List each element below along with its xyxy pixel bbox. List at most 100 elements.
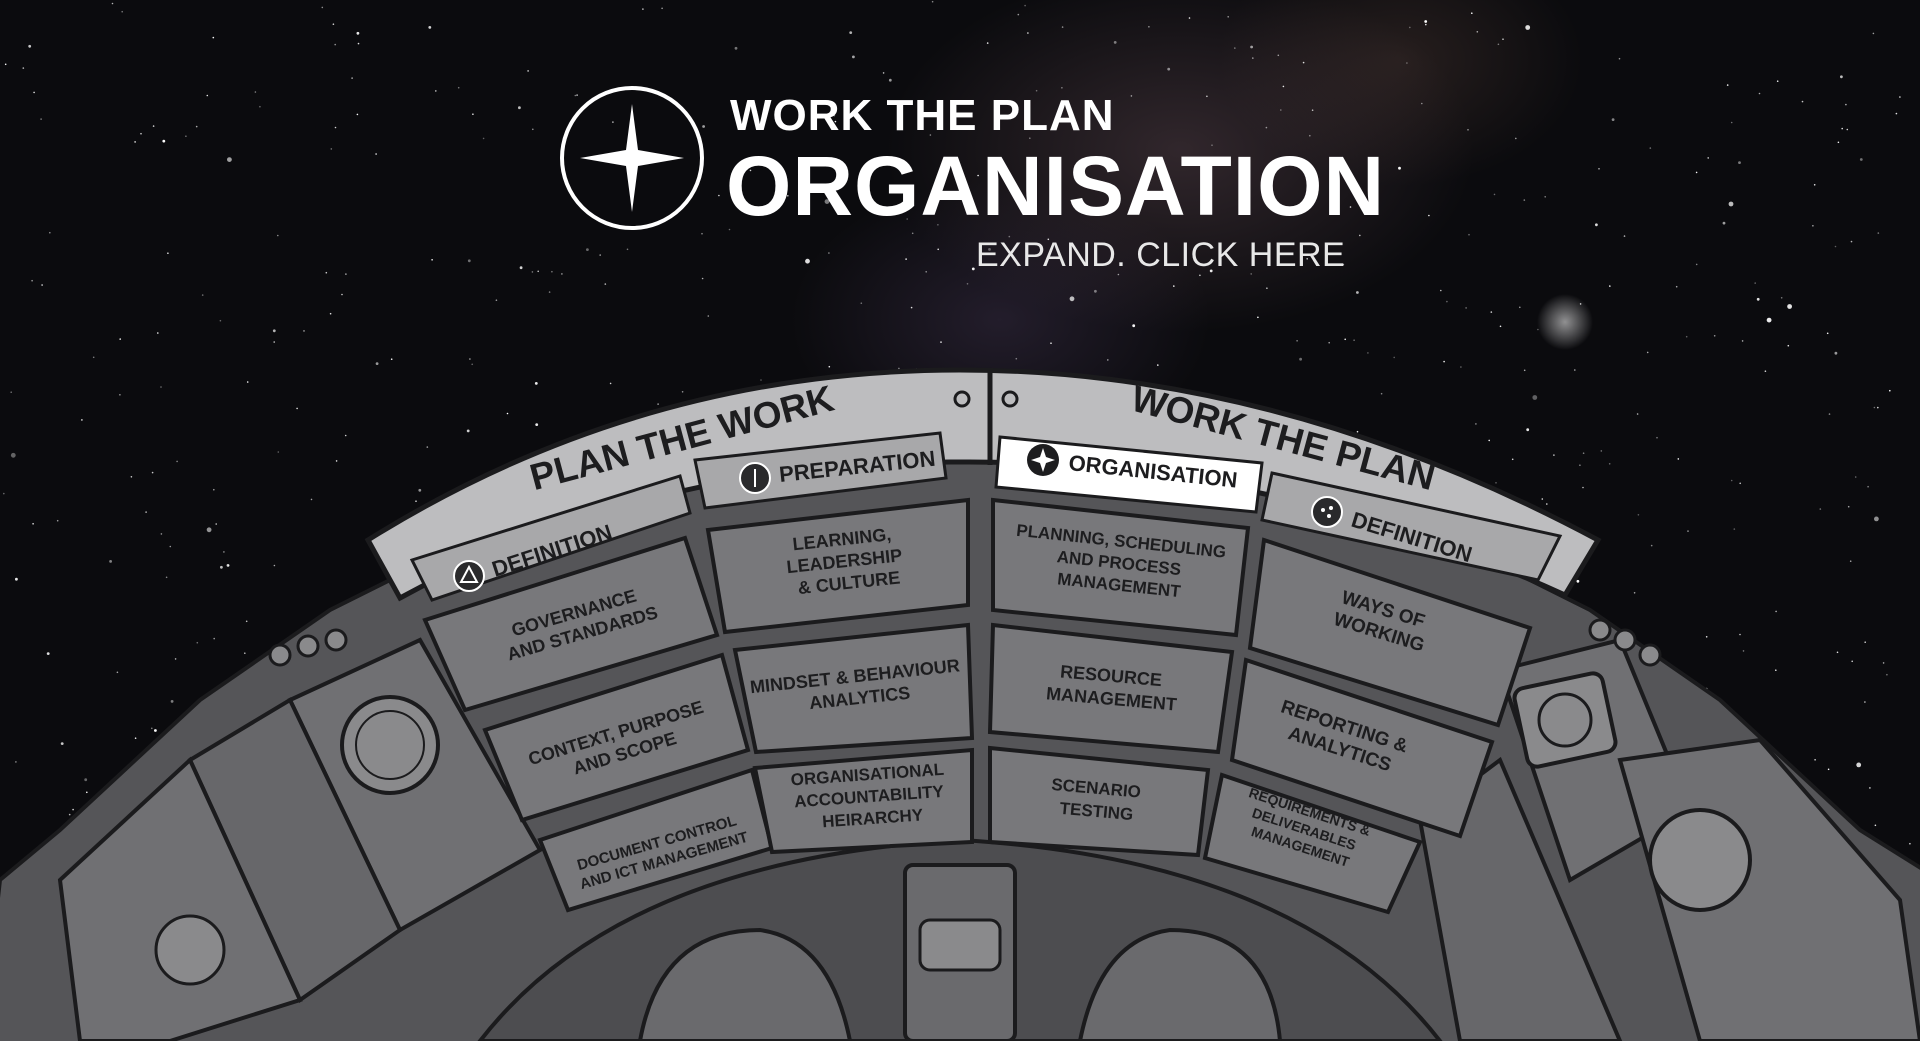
star-dot: [134, 141, 136, 143]
star-dot: [1582, 486, 1584, 489]
star-dot: [151, 727, 153, 730]
star-dot: [1827, 768, 1830, 771]
star-dot: [277, 234, 279, 237]
star-dot: [1015, 357, 1018, 360]
plate-context[interactable]: CONTEXT, PURPOSE AND SCOPE: [482, 652, 751, 823]
star-dot: [245, 620, 248, 623]
star-dot: [1872, 32, 1875, 35]
star-dot: [471, 363, 474, 366]
star-dot: [1546, 503, 1548, 505]
plate-governance[interactable]: GOVERNANCE AND STANDARDS: [422, 535, 720, 713]
star-dot: [1471, 12, 1473, 14]
dots-icon: [1311, 496, 1343, 528]
star-dot: [1856, 762, 1862, 768]
star-dot: [977, 174, 979, 177]
star-dot: [332, 23, 335, 26]
star-dot: [1467, 129, 1469, 131]
star-dot: [196, 641, 199, 644]
star-dot: [1206, 95, 1208, 98]
star-dot: [72, 808, 74, 811]
tab-preparation[interactable]: PREPARATION: [693, 431, 948, 510]
star-dot: [1280, 109, 1282, 111]
star-dot: [1553, 454, 1555, 456]
star-dot: [273, 341, 276, 343]
star-dot: [642, 8, 644, 10]
star-dot: [356, 113, 359, 116]
star-dot: [1475, 423, 1477, 425]
star-dot: [931, 0, 934, 3]
star-dot: [1309, 134, 1311, 137]
star-dot: [1440, 289, 1442, 292]
star-dot: [1353, 339, 1355, 342]
star-dot: [1515, 137, 1517, 140]
star-dot: [1882, 662, 1885, 664]
star-dot: [1677, 458, 1680, 460]
star-dot: [531, 271, 534, 273]
star-dot: [1328, 341, 1330, 344]
plate-resource[interactable]: RESOURCE MANAGEMENT: [987, 622, 1235, 755]
plate-planning[interactable]: PLANNING, SCHEDULING AND PROCESS MANAGEM…: [991, 497, 1251, 638]
star-dot: [1754, 282, 1756, 284]
star-dot: [1742, 650, 1745, 652]
star-dot: [334, 43, 337, 46]
plate-learning[interactable]: LEARNING, LEADERSHIP & CULTURE: [705, 497, 970, 635]
star-dot: [1775, 669, 1777, 671]
star-dot: [824, 199, 830, 205]
star-dot: [1851, 660, 1853, 663]
star-dot: [119, 338, 121, 340]
star-dot: [1675, 285, 1678, 288]
star-dot: [1889, 389, 1891, 392]
plate-document-control[interactable]: DOCUMENT CONTROL AND ICT MANAGEMENT: [537, 767, 775, 913]
star-dot: [1356, 430, 1359, 433]
star-dot: [1846, 128, 1849, 131]
star-dot: [1646, 351, 1649, 354]
star-dot: [1730, 479, 1733, 482]
star-dot: [1380, 392, 1383, 395]
star-dot: [92, 356, 95, 359]
star-dot: [1211, 144, 1213, 146]
tab-organisation[interactable]: ORGANISATION: [994, 435, 1264, 514]
star-dot: [1611, 118, 1615, 121]
star-dot: [1356, 291, 1359, 294]
star-dot: [1756, 297, 1760, 301]
star-dot: [176, 460, 178, 463]
star-dot: [1579, 303, 1582, 305]
plate-organisational-accountability[interactable]: ORGANISATIONAL ACCOUNTABILITY HEIRARCHY: [752, 747, 974, 855]
plate-reporting[interactable]: REPORTING & ANALYTICS: [1229, 657, 1495, 839]
star-dot: [1266, 287, 1268, 290]
star-dot: [219, 319, 222, 322]
star-dot: [734, 46, 738, 50]
star-dot: [971, 267, 975, 271]
triangle-icon: [453, 560, 485, 592]
star-dot: [1801, 100, 1804, 103]
star-dot: [119, 394, 121, 396]
star-dot: [535, 423, 539, 426]
star-dot: [375, 153, 377, 155]
star-dot: [1525, 25, 1531, 30]
star-dot: [1685, 335, 1688, 338]
plate-ways-of-working[interactable]: WAYS OF WORKING: [1247, 537, 1533, 728]
star-dot: [1741, 340, 1744, 342]
star-dot: [1428, 214, 1430, 217]
plate-mindset[interactable]: MINDSET & BEHAVIOUR ANALYTICS: [732, 622, 975, 755]
star-dot: [1869, 787, 1871, 789]
star-dot: [612, 121, 614, 123]
plate-scenario-testing[interactable]: SCENARIO TESTING: [988, 745, 1211, 858]
star-dot: [834, 120, 837, 123]
star-dot: [1886, 673, 1888, 676]
star-dot: [213, 637, 215, 640]
star-dot: [1728, 201, 1734, 207]
star-dot: [1519, 306, 1521, 309]
expand-link[interactable]: EXPAND. CLICK HERE: [976, 236, 1346, 274]
star-dot: [157, 332, 159, 334]
star-dot: [1726, 84, 1729, 86]
star-dot: [1847, 505, 1850, 508]
star-icon-glyph: [1031, 448, 1055, 472]
star-dot: [1764, 370, 1767, 373]
star-dot: [1899, 96, 1901, 98]
star-dot: [1766, 317, 1772, 323]
star-dot: [1836, 651, 1839, 654]
star-dot: [574, 94, 577, 97]
star-dot: [532, 128, 534, 131]
